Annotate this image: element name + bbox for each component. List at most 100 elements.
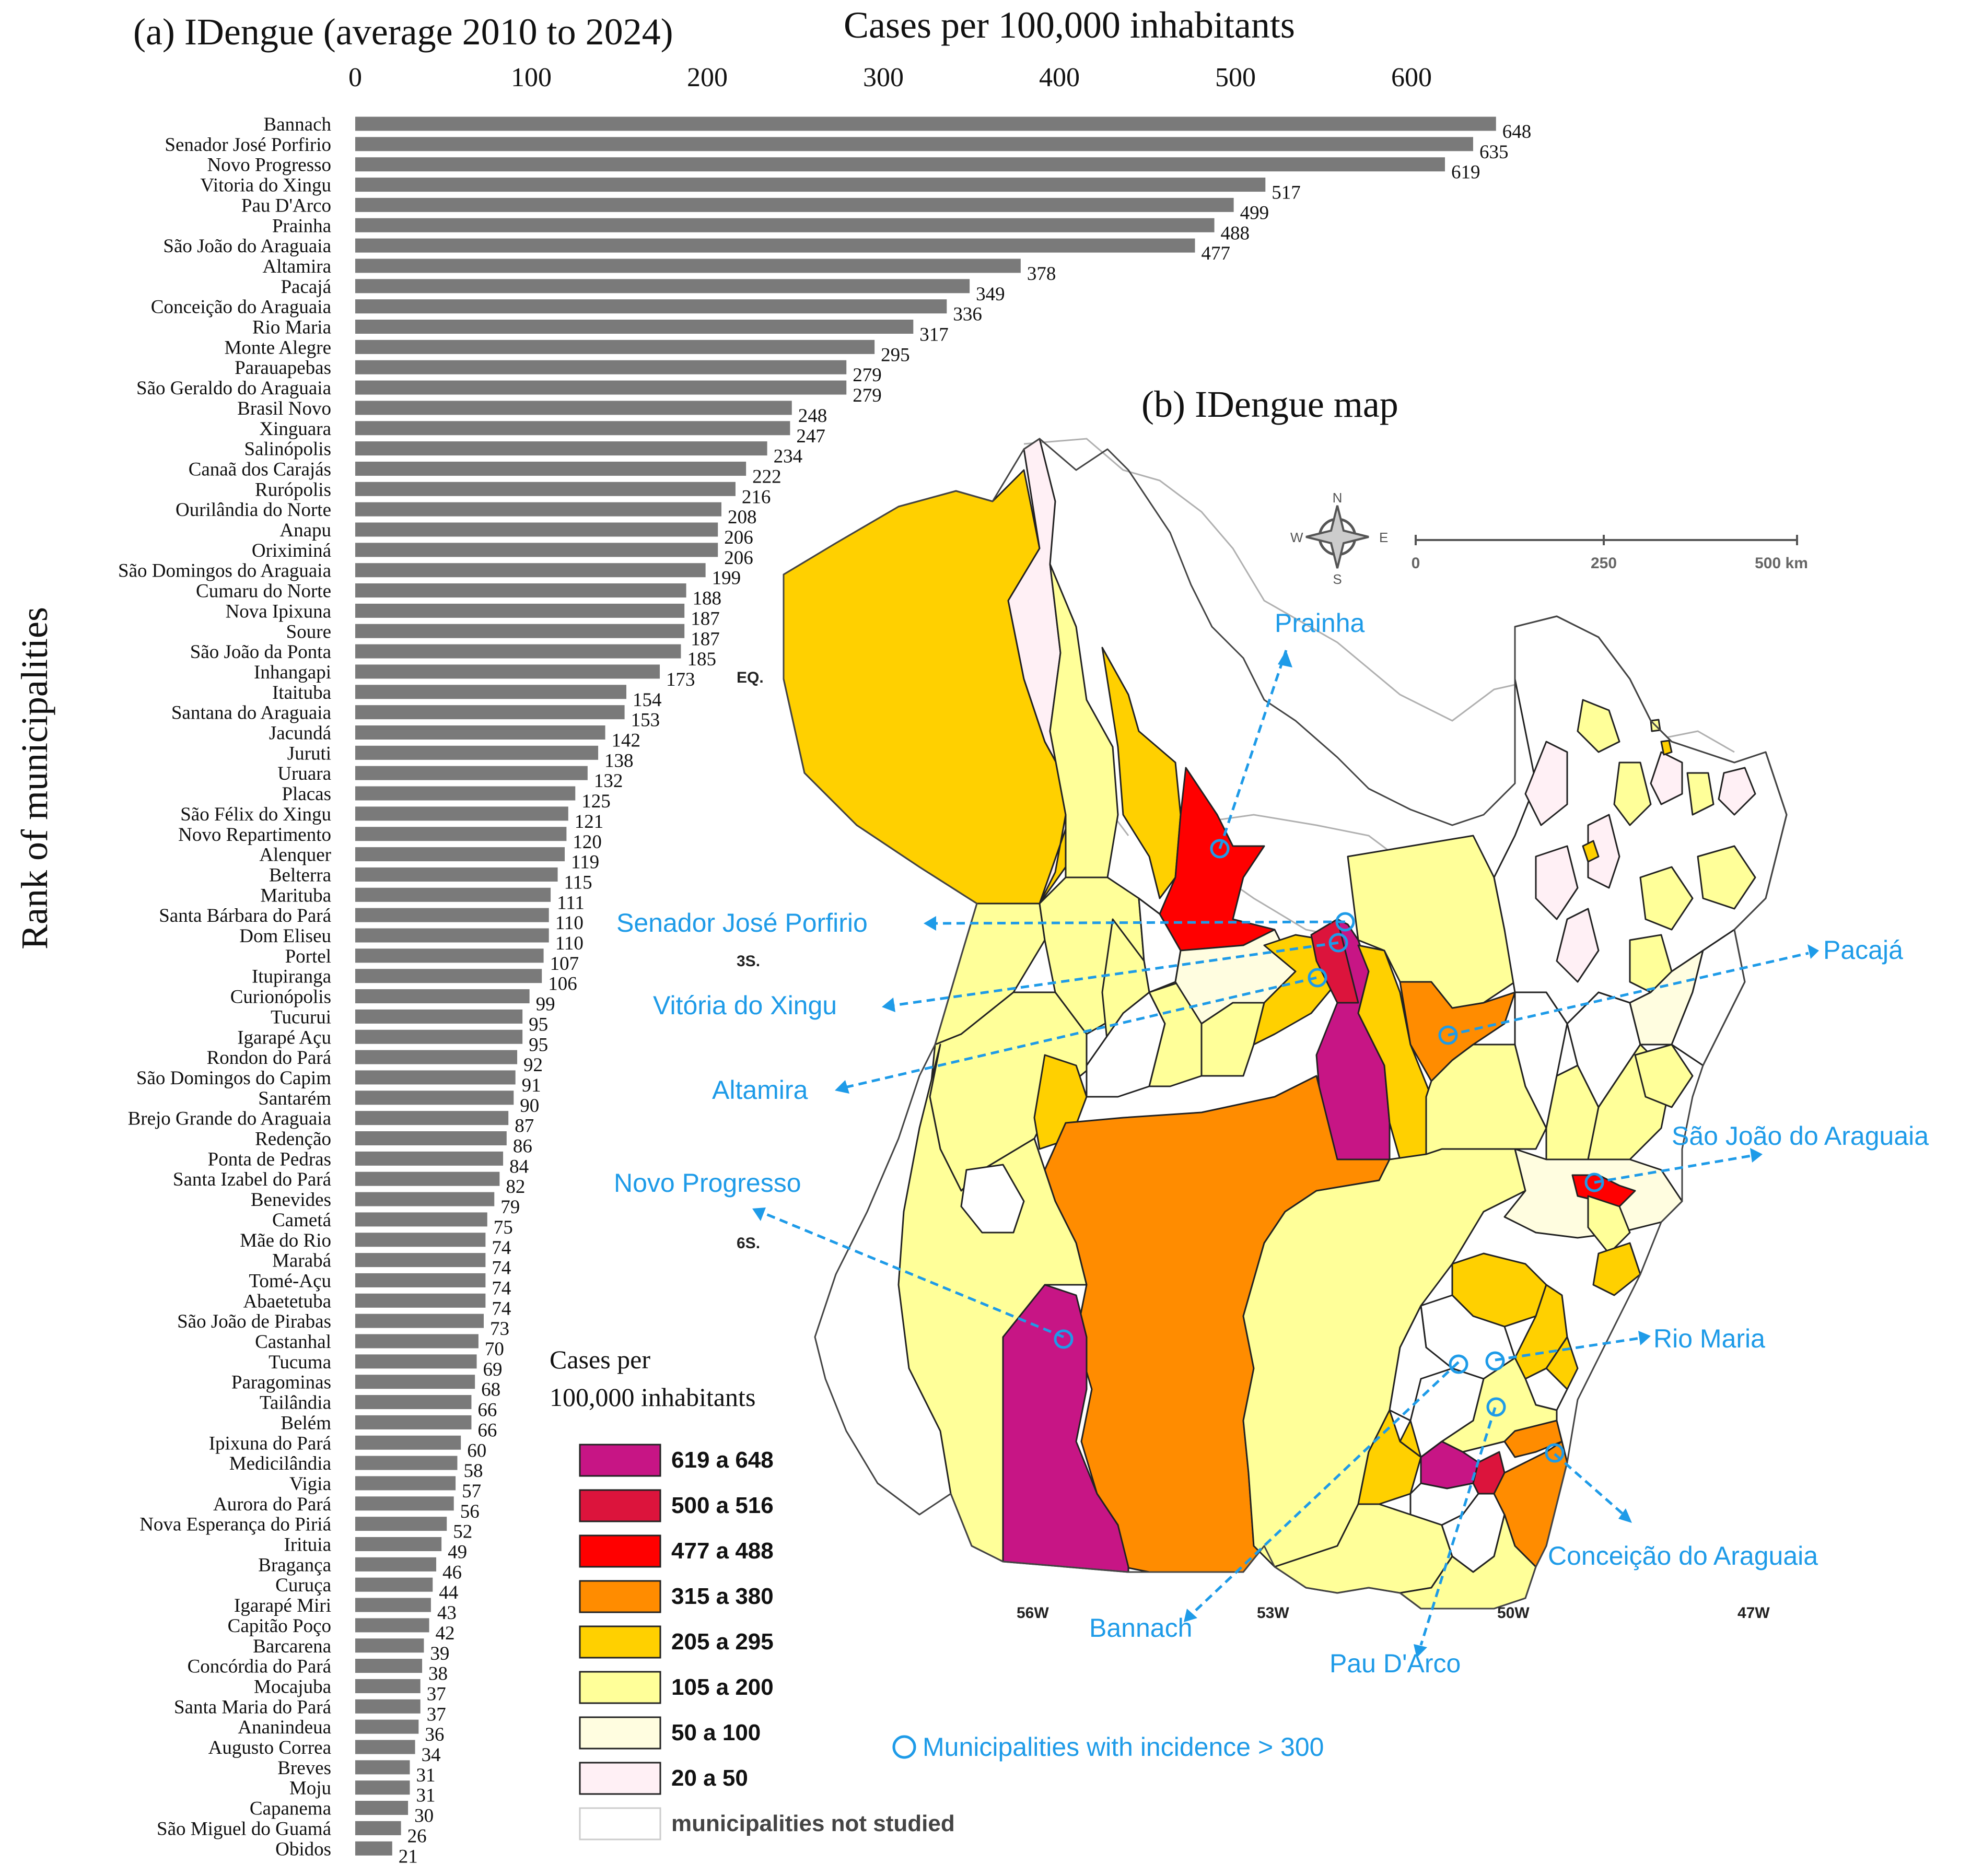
bar — [355, 766, 588, 780]
callout-prainha: Prainha — [1275, 608, 1365, 638]
callout-sao-joao-do-araguaia: São João do Araguaia — [1672, 1121, 1929, 1151]
category-label: Aurora do Pará — [213, 1494, 331, 1515]
lat-label-eq: EQ. — [737, 669, 764, 686]
value-label: 119 — [571, 852, 599, 873]
category-label: Anapu — [279, 520, 331, 541]
category-label: Vigia — [289, 1473, 331, 1495]
legend-label: 205 a 295 — [671, 1629, 774, 1655]
bar — [355, 1395, 472, 1410]
category-label: Santa Maria do Pará — [174, 1696, 331, 1718]
category-label: Tailândia — [260, 1392, 331, 1414]
legend-label: 477 a 488 — [671, 1538, 774, 1564]
lat-label-6s: 6S. — [737, 1235, 760, 1252]
bar — [355, 969, 542, 983]
legend-swatch — [579, 1489, 661, 1522]
category-label: Tucurui — [271, 1006, 331, 1028]
compass-s: S — [1333, 571, 1342, 587]
category-label: Brejo Grande do Araguaia — [128, 1108, 331, 1130]
category-label: Igarapé Açu — [237, 1027, 331, 1048]
legend: Cases per 100,000 inhabitants 619 a 648 5… — [550, 1345, 955, 1840]
bar — [355, 1821, 401, 1835]
bar — [355, 1354, 477, 1369]
bar — [355, 948, 544, 963]
value-label: 142 — [612, 730, 641, 752]
category-label: Ourilândia do Norte — [176, 499, 331, 521]
bar — [355, 705, 625, 720]
legend-swatch — [579, 1534, 661, 1568]
value-label: 58 — [463, 1460, 483, 1482]
x-axis-ticks: 0 100 200 300 400 500 600 — [348, 63, 1432, 92]
category-label: Pacajá — [281, 276, 331, 298]
value-label: 39 — [430, 1643, 449, 1664]
legend-swatch — [579, 1762, 661, 1795]
bar — [355, 745, 599, 760]
category-label: Augusto Correa — [208, 1737, 331, 1758]
bar — [355, 380, 847, 395]
value-label: 66 — [477, 1400, 497, 1421]
category-label: Capanema — [250, 1798, 331, 1820]
category-label: Belém — [281, 1412, 331, 1434]
municipality — [1697, 845, 1756, 910]
callout-conceicao-do-araguaia: Conceição do Araguaia — [1548, 1541, 1818, 1570]
value-label: 648 — [1502, 121, 1532, 143]
category-label: Moju — [289, 1778, 331, 1799]
legend-label: 50 a 100 — [671, 1720, 761, 1745]
value-label: 187 — [691, 628, 720, 650]
value-label: 74 — [492, 1258, 511, 1279]
callout-bannach: Bannach — [1089, 1613, 1192, 1643]
value-label: 74 — [492, 1298, 511, 1319]
bar — [355, 116, 1496, 131]
value-label: 279 — [853, 365, 882, 386]
callout-labels: Prainha Senador José Porfirio Vitória do… — [614, 608, 1929, 1678]
bar — [355, 1801, 409, 1815]
value-label: 488 — [1221, 222, 1250, 244]
category-label: Soure — [286, 621, 331, 642]
scale-label-500: 500 km — [1755, 555, 1808, 572]
bar — [355, 502, 721, 517]
category-label: Santana do Araguaia — [171, 702, 331, 724]
value-label: 107 — [550, 953, 579, 975]
value-label: 115 — [564, 872, 592, 893]
value-label: 110 — [555, 912, 584, 934]
category-label: Paragominas — [231, 1372, 331, 1393]
bar — [355, 1679, 421, 1693]
value-label: 57 — [462, 1481, 481, 1502]
category-label: Capitão Poço — [228, 1615, 331, 1637]
category-label: São João de Pirabas — [177, 1311, 331, 1332]
legend-label: 315 a 380 — [671, 1584, 774, 1609]
legend-label: municipalities not studied — [671, 1811, 955, 1836]
value-label: 37 — [427, 1683, 446, 1705]
category-label: Tomé-Açu — [249, 1270, 331, 1292]
value-label: 517 — [1272, 182, 1301, 204]
value-label: 378 — [1027, 263, 1056, 285]
circle-note-text: Municipalities with incidence > 300 — [923, 1732, 1324, 1762]
bar — [355, 989, 530, 1004]
value-label: 60 — [467, 1440, 486, 1461]
value-label: 187 — [691, 608, 720, 629]
value-label: 69 — [483, 1359, 503, 1380]
bar — [355, 887, 551, 902]
municipality — [1577, 699, 1620, 753]
municipality — [1007, 438, 1077, 905]
value-label: 120 — [573, 831, 602, 853]
bar — [355, 1760, 410, 1775]
category-label: Mãe do Rio — [240, 1230, 331, 1251]
legend-swatch — [579, 1580, 661, 1613]
incidence-circles — [1054, 839, 1604, 1463]
bar — [355, 1537, 442, 1551]
value-label: 91 — [522, 1075, 541, 1096]
value-label: 336 — [953, 304, 982, 325]
category-label: Salinópolis — [244, 439, 331, 460]
value-label: 185 — [687, 649, 716, 670]
bars: Bannach 648 Senador José Porfirio 635 Novo P… — [118, 114, 1531, 1867]
value-label: 31 — [416, 1765, 435, 1786]
x-tick-label: 400 — [1039, 63, 1080, 92]
bar — [355, 786, 576, 801]
category-label: Rio Maria — [252, 317, 331, 338]
category-label: São Domingos do Capim — [136, 1068, 331, 1089]
compass-w: W — [1290, 530, 1303, 545]
bar — [355, 1111, 509, 1125]
category-label: Ipixuna do Pará — [209, 1433, 331, 1454]
value-label: 154 — [633, 689, 662, 711]
